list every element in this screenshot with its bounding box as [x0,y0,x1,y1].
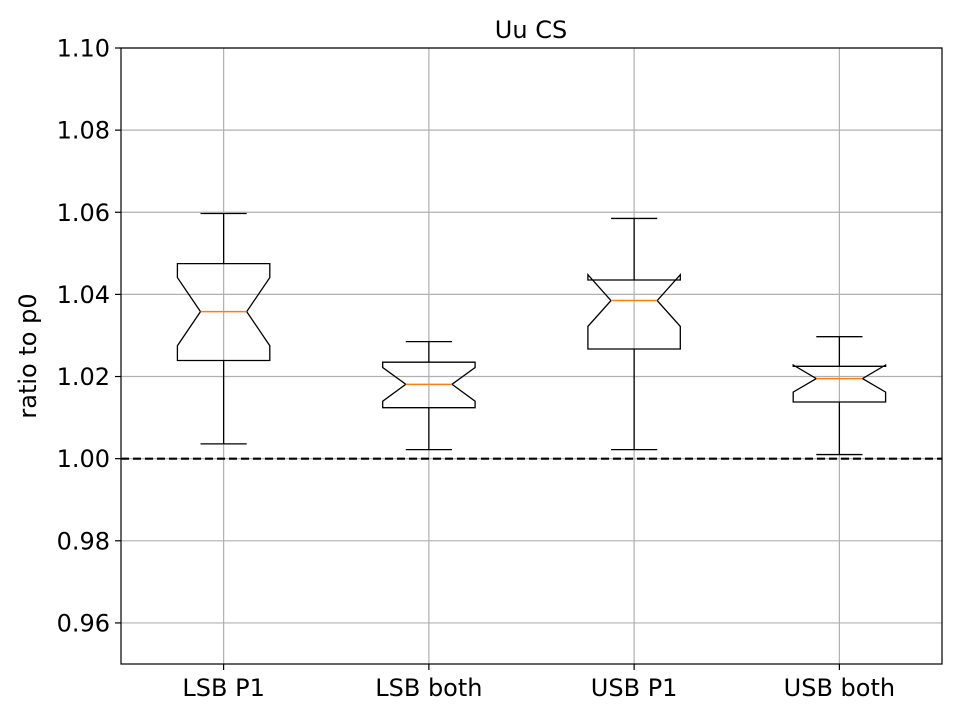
x-tick-label: USB both [784,674,895,702]
y-tick-label: 1.08 [57,117,110,145]
y-tick-label: 1.00 [57,445,110,473]
box-group [382,340,476,451]
box-body [382,361,476,409]
box-body [792,363,887,403]
y-tick-label: 1.04 [57,281,110,309]
box-body [176,262,271,362]
box-body [587,272,681,350]
y-axis-label: ratio to p0 [14,293,42,418]
plot-frame [120,47,943,665]
x-tick-label: LSB P1 [182,674,264,702]
y-tick-label: 1.02 [57,363,110,391]
x-tick-label: USB P1 [591,674,678,702]
grid-layer [121,47,942,664]
box-group [587,217,681,451]
x-tick-label: LSB both [375,674,482,702]
boxes-layer [176,212,887,456]
box-group [792,336,887,456]
y-tick-label: 0.98 [57,527,110,555]
box-group [176,212,271,445]
y-tick-label: 1.10 [57,35,110,63]
x-axis-ticks: LSB P1 LSB both USB P1 USB both [182,664,895,702]
y-tick-label: 1.06 [57,199,110,227]
y-axis-ticks: 0.96 0.98 1.00 1.02 1.04 1.06 1.08 1.10 [57,35,121,637]
chart-title: Uu CS [495,16,567,44]
y-tick-label: 0.96 [57,609,110,637]
